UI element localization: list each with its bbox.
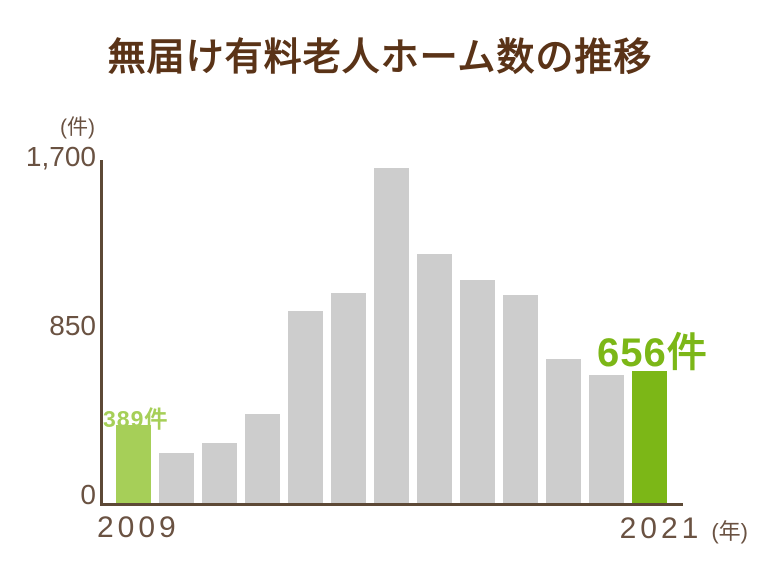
x-axis-unit-label: (年) (711, 519, 748, 544)
x-label-end-year: 2021 (619, 511, 703, 545)
bar-2017 (460, 280, 495, 503)
bar-2009 (116, 425, 151, 503)
x-label-start-year: 2009 (97, 511, 180, 544)
bar-2010 (159, 453, 194, 503)
annotation-last-bar-value: 656件 (597, 331, 708, 375)
bar-2011 (202, 443, 237, 503)
y-tick-1700: 1,700 (25, 141, 96, 172)
y-tick-0: 0 (80, 479, 96, 510)
bar-2013 (288, 311, 323, 503)
annotation-first-bar-value: 389件 (103, 406, 169, 432)
bar-2015 (374, 168, 409, 503)
y-axis-unit-label: (件) (60, 116, 95, 139)
plot-area (100, 160, 683, 506)
page-title: 無届け有料老人ホーム数の推移 (107, 37, 653, 79)
x-label-end-group: 2021 (年) (620, 511, 748, 546)
bar-2014 (331, 293, 366, 503)
bar-2019 (546, 359, 581, 503)
bars-layer (103, 160, 683, 503)
bar-2018 (503, 295, 538, 503)
bar-2016 (417, 254, 452, 503)
bar-2020 (589, 375, 624, 503)
y-tick-850: 850 (49, 310, 96, 341)
bar-2012 (245, 414, 280, 503)
bar-2021 (632, 371, 667, 503)
